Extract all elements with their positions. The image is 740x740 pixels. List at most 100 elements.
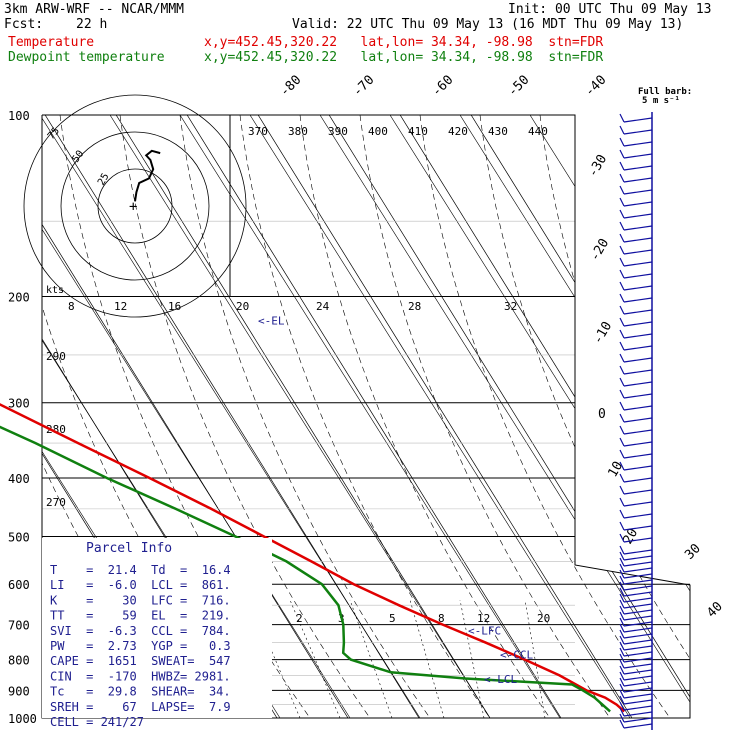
theta-label: 270 [46,496,66,509]
wind-barb-flag [619,569,625,579]
wind-barb-flag [619,671,625,681]
wind-barb-flag [619,599,625,609]
moist-adiabat-line [659,115,690,718]
theta-label: 370 [248,125,268,138]
wind-barb-flag [619,281,625,291]
wind-barb [623,537,653,543]
wind-barb [623,621,653,627]
wind-barb [623,381,653,387]
level-annotation: <-EL [258,314,285,327]
parcel-info-row: PW = 2.73 YGP = 0.3 [50,639,231,653]
wind-barb [623,141,653,147]
mixing-ratio-line [459,599,485,718]
isotherm-label: 30 [682,541,704,563]
wind-barb [623,663,653,669]
mixing-ratio-line [349,599,393,718]
pressure-label: 400 [8,472,30,486]
parcel-info-box [42,538,272,718]
wind-barb-flag [619,485,625,495]
wind-barb [623,573,653,579]
isotherm-line [328,115,690,718]
wind-barb-flag [619,317,625,327]
level-annotation: <-LCL [484,673,517,686]
theta-label: 280 [46,423,66,436]
barb-legend-line2: 5 m s⁻¹ [642,96,680,106]
moist-adiabat-line [720,115,740,718]
wind-barb [623,309,653,315]
mixing-ratio-label: 2 [296,612,303,625]
moist-adiabat-line [359,115,611,718]
forecast-label: Fcst: [4,17,44,32]
wind-barb-flag [619,245,625,255]
wind-barb [623,177,653,183]
dry-adiabat-line [669,115,690,718]
dewpoint-legend: Dewpoint temperature [8,50,165,65]
wind-barb [623,603,653,609]
wind-barb [623,489,653,495]
moist-adiabat-line [419,115,671,718]
hodograph-trace [134,149,161,202]
theta-label: 290 [46,350,66,363]
wind-barb-flag [619,653,625,663]
wind-barb [623,405,653,411]
wind-barb [623,669,653,675]
wind-barb-flag [619,257,625,267]
isotherm-label: -30 [585,152,610,180]
mixing-ratio-line [409,599,445,718]
wind-barb-flag [619,533,625,543]
isotherm-line [42,115,349,718]
wind-barb-flag [619,161,625,171]
hodograph-ring [97,168,173,244]
wind-barb [623,567,653,573]
moist-adiabat-line [42,115,251,718]
hodograph-speed-label: 28 [408,300,421,313]
wind-barb-flag [619,701,625,711]
isotherm-label: -70 [350,73,377,100]
isotherm-label: -80 [277,73,304,100]
wind-barb [623,555,653,561]
barb-legend-line1: Full barb: [638,87,692,97]
wind-barb-flag [619,401,625,411]
hodograph-speed-label: 32 [504,300,517,313]
dry-adiabat-line [42,115,351,718]
parcel-info-row: SVI = -6.3 CCL = 784. [50,624,231,638]
dewpoint-location: x,y=452.45,320.22 lat,lon= 34.34, -98.98… [204,50,604,65]
wind-barb [623,591,653,597]
wind-barb-flag [619,563,625,573]
wind-barb [623,393,653,399]
theta-label: 440 [528,125,548,138]
wind-barb [623,597,653,603]
mixing-ratio-label: 8 [438,612,445,625]
parcel-info-row: SREH = 67 LAPSE= 7.9 [50,700,231,714]
moist-adiabat-line [239,115,491,718]
hodograph-speed-label: 24 [316,300,330,313]
wind-barb-flag [619,689,625,699]
parcel-info-row: CAPE = 1651 SWEAT= 547 [50,654,231,668]
theta-label: 400 [368,125,388,138]
pressure-label: 600 [8,578,30,592]
wind-barb-flag [619,149,625,159]
wind-barb [623,717,653,723]
wind-barb-flag [619,575,625,585]
hodograph-units-label: kts [46,285,64,296]
wind-barb [623,237,653,243]
pressure-label: 200 [8,291,30,305]
wind-barb [623,477,653,483]
temperature-curve [0,403,626,713]
wind-barb [623,681,653,687]
wind-barb [623,645,653,651]
wind-barb-flag [619,695,625,705]
hodograph-ring-label: 25 [96,172,112,188]
wind-barb-flag [619,113,625,123]
wind-barb-flag [619,509,625,519]
wind-barb-flag [619,497,625,507]
pressure-label: 800 [8,654,30,668]
hodograph-speed-label: 16 [168,300,181,313]
hodograph-ring-label: 50 [70,149,86,165]
moist-adiabat-line [119,115,371,718]
theta-label: 420 [448,125,468,138]
wind-barb-flag [619,269,625,279]
wind-barb-flag [619,137,625,147]
dry-adiabat-line [179,115,561,718]
